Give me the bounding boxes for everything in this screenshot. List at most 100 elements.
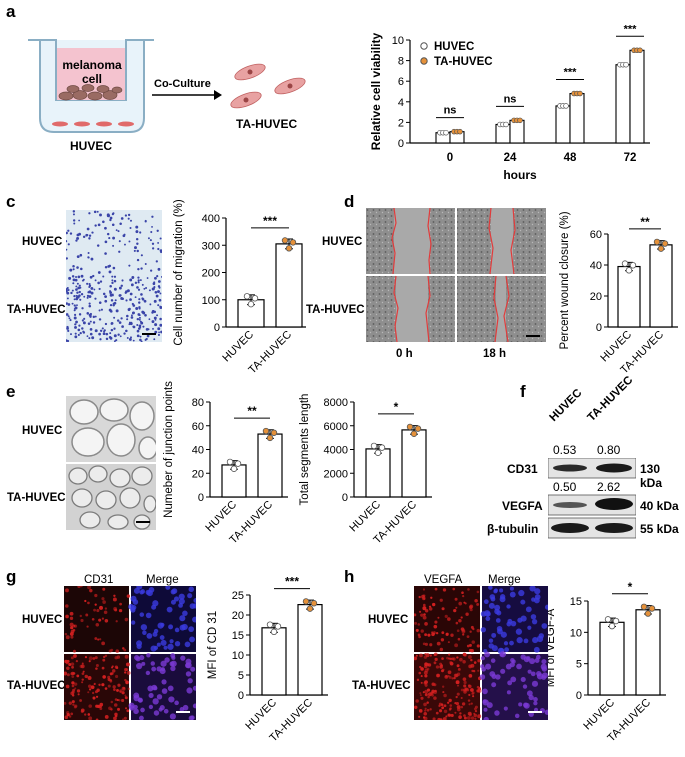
data-point (289, 239, 297, 246)
arrow-right-icon (214, 90, 222, 100)
insert-label: melanoma cell (62, 58, 122, 86)
x-tick-label: 24 (504, 152, 517, 164)
huvec-bottom-label: HUVEC (70, 139, 113, 153)
significance-label: ** (247, 404, 257, 418)
bar (401, 429, 427, 498)
f-cd31-ratio-ta-huvec: 0.80 (597, 443, 621, 457)
bar (297, 603, 323, 696)
y-tick-label: 100 (202, 295, 220, 307)
legend-label: TA-HUVEC (434, 56, 493, 68)
f-vegfa-ratio-ta-huvec: 2.62 (597, 480, 621, 494)
bar (275, 243, 303, 328)
data-point (270, 429, 278, 436)
y-tick-label: 0 (576, 690, 582, 702)
bar (509, 119, 525, 144)
data-point (577, 90, 583, 97)
d-row-label-ta-huvec: TA-HUVEC (306, 304, 365, 316)
data-point (378, 444, 386, 451)
y-tick-label: 0 (238, 690, 244, 702)
y-tick-label: 2000 (324, 468, 348, 480)
g-col-label-merge: Merge (146, 574, 179, 586)
bar (365, 448, 391, 498)
legend-marker (420, 42, 428, 50)
y-tick-label: 6000 (324, 421, 348, 433)
panel-letter-f: f (520, 382, 526, 401)
data-point (629, 262, 637, 269)
y-axis-label: MFI of CD 31 (207, 611, 219, 679)
significance-label: ns (504, 93, 517, 105)
y-tick-label: 5 (238, 670, 244, 682)
data-point (247, 300, 255, 308)
data-point (262, 427, 270, 435)
data-point (406, 423, 414, 431)
panel-letter-d: d (344, 192, 355, 211)
g-if-micrographs (64, 586, 196, 720)
x-tick-label: HUVEC (243, 697, 279, 733)
f-band-label-beta-tubulin: β-tubulin (487, 522, 539, 536)
data-point (266, 621, 274, 628)
c-migration-micrograph (66, 210, 162, 342)
h-row-label-ta-huvec: TA-HUVEC (352, 680, 411, 692)
c-row-label-ta-huvec: TA-HUVEC (7, 304, 66, 316)
panel-letter-e: e (6, 382, 16, 401)
legend-label: HUVEC (434, 41, 474, 53)
data-point (270, 628, 278, 636)
panel-letter-a: a (6, 2, 16, 21)
bar (257, 433, 283, 498)
data-point (443, 129, 449, 136)
bar (495, 123, 511, 144)
y-axis-label: MFI of VEGF-A (545, 608, 557, 687)
g-row-label-ta-huvec: TA-HUVEC (7, 680, 66, 692)
y-tick-label: 0 (596, 322, 602, 334)
y-tick-label: 300 (202, 240, 220, 252)
g-col-label-cd31: CD31 (84, 574, 114, 586)
data-point (374, 449, 382, 456)
f-band-size-cd31: 130 kDa (640, 462, 663, 490)
h-col-label-vegfa: VEGFA (424, 574, 463, 586)
chart-e-junction-points: Numeber of junction points 0 20 40 60 80 HUVEC… (163, 381, 288, 546)
transwell-schematic (28, 39, 306, 133)
bar (569, 93, 585, 144)
y-tick-label: 15 (570, 596, 582, 608)
significance-label: ns (444, 105, 457, 117)
x-tick-label: HUVEC (581, 697, 617, 733)
data-point (503, 121, 509, 128)
chart-c-migration: Cell number of migration (%) 0 100 200 300 40… (173, 199, 306, 375)
bar (617, 265, 641, 328)
d-col-label-18h: 18 h (483, 348, 507, 360)
y-tick-label: 200 (202, 268, 220, 280)
bar (261, 627, 287, 696)
x-axis-label: hours (503, 168, 537, 182)
f-blot-image (548, 458, 636, 539)
y-tick-label: 4000 (324, 445, 348, 457)
data-point (251, 295, 259, 302)
data-point (563, 103, 569, 109)
f-vegfa-ratio-huvec: 0.50 (553, 480, 577, 494)
significance-label: *** (285, 575, 299, 589)
x-tick-label: HUVEC (347, 499, 383, 535)
bar (555, 105, 571, 144)
y-tick-label: 20 (232, 610, 244, 622)
co-culture-label: Co-Culture (154, 78, 211, 90)
y-tick-label: 2 (398, 117, 404, 129)
h-if-micrographs (414, 586, 548, 720)
y-tick-label: 0 (342, 492, 348, 504)
data-point (310, 600, 318, 607)
y-tick-label: 400 (202, 213, 220, 225)
f-band-size-vegfa: 40 kDa (640, 499, 679, 513)
significance-label: ** (640, 215, 650, 229)
f-lane-label-huvec: HUVEC (547, 387, 585, 424)
d-col-label-0h: 0 h (396, 348, 413, 360)
data-point (625, 267, 633, 274)
e-tube-micrographs (66, 396, 156, 530)
significance-label: * (628, 580, 633, 594)
g-row-label-huvec: HUVEC (22, 614, 63, 626)
data-point (243, 293, 251, 300)
y-tick-label: 0 (214, 322, 220, 334)
data-point (604, 616, 612, 623)
bar (629, 49, 645, 144)
chart-d-wound-closure: Percent wound closure (%) 0204060HUVECTA-… (559, 211, 678, 375)
y-tick-label: 20 (192, 468, 204, 480)
y-tick-label: 15 (232, 630, 244, 642)
